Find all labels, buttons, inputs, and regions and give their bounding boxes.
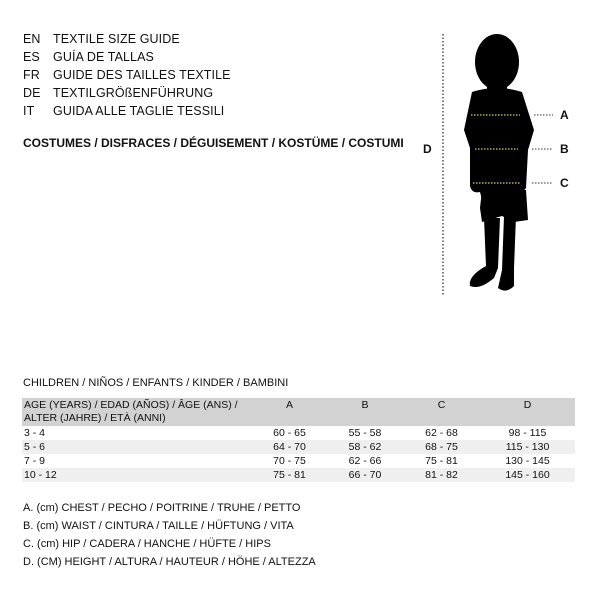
cell: 66 - 70 [327,468,403,482]
cell: 60 - 65 [273,426,306,439]
table-row: 10 - 12 75 - 81 66 - 70 81 - 82 145 - 160 [22,468,575,482]
cell: 81 - 82 [403,468,480,482]
title-it: IT GUIDA ALLE TAGLIE TESSILI [23,104,225,118]
subtitle: COSTUMES / DISFRACES / DÉGUISEMENT / KOS… [23,136,404,150]
cell: 145 - 160 [480,468,575,482]
legend-a: A. (cm) CHEST / PECHO / POITRINE / TRUHE… [23,502,301,514]
child-silhouette-figure: A B C D [410,20,600,315]
label-c: C [560,176,569,190]
child-silhouette-icon [442,34,553,296]
age-cell: 10 - 12 [22,468,252,482]
age-cell: 5 - 6 [22,440,252,454]
cell: 68 - 75 [403,440,480,454]
table-row: 3 - 4 60 - 65 55 - 58 62 - 68 98 - 115 [22,426,575,440]
age-cell: 7 - 9 [24,454,46,467]
cell: 62 - 68 [425,426,458,439]
title-de: DE TEXTILGRÖßENFÜHRUNG [23,86,214,100]
col-b: B [327,398,403,426]
legend-d: D. (CM) HEIGHT / ALTURA / HAUTEUR / HÖHE… [23,556,316,568]
cell: 75 - 81 [252,468,327,482]
age-cell: 3 - 4 [24,426,46,439]
label-a: A [560,108,569,122]
cell: 75 - 81 [425,454,458,467]
cell: 70 - 75 [273,454,306,467]
section-title: CHILDREN / NIÑOS / ENFANTS / KINDER / BA… [23,377,289,389]
col-c: C [403,398,480,426]
size-table: AGE (YEARS) / EDAD (AÑOS) / ÂGE (ANS) / A… [22,398,575,482]
cell: 115 - 130 [480,440,575,454]
title-en: EN TEXTILE SIZE GUIDE [23,32,180,46]
measure-lines [471,114,520,184]
age-header: AGE (YEARS) / EDAD (AÑOS) / ÂGE (ANS) / A… [22,398,252,426]
title-es: ES GUÍA DE TALLAS [23,50,154,64]
cell: 62 - 66 [348,454,382,467]
col-d: D [480,398,575,426]
cell: 64 - 70 [252,440,327,454]
table-header: AGE (YEARS) / EDAD (AÑOS) / ÂGE (ANS) / A… [22,398,575,426]
cell: 58 - 62 [327,440,403,454]
legend-c: C. (cm) HIP / CADERA / HANCHE / HÜFTE / … [23,538,271,550]
cell: 55 - 58 [348,426,382,439]
label-d: D [423,142,432,156]
table-row: 7 - 9 70 - 75 62 - 66 75 - 81 130 - 145 [22,454,575,468]
title-fr: FR GUIDE DES TAILLES TEXTILE [23,68,231,82]
cell: 98 - 115 [508,426,547,439]
table-row: 5 - 6 64 - 70 58 - 62 68 - 75 115 - 130 [22,440,575,454]
col-a: A [252,398,327,426]
label-b: B [560,142,569,156]
legend-b: B. (cm) WAIST / CINTURA / TAILLE / HÜFTU… [23,520,294,532]
cell: 130 - 145 [505,454,550,467]
